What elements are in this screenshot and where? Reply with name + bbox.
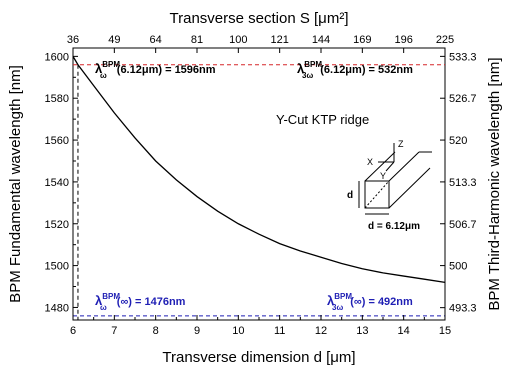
- x2-tick-label: 196: [394, 34, 412, 46]
- y-axis-title: BPM Fundamental wavelength [nm]: [7, 65, 24, 303]
- ridge-inset: [358, 143, 432, 215]
- y2-tick-label: 513.3: [449, 177, 477, 189]
- annotation-top-left: λBPM ω (6.12μm) = 1596nm: [95, 60, 216, 80]
- left-axis: 1480 1500 1520 1540 1560 1580 1600: [45, 51, 78, 314]
- inset-x-label: X: [367, 157, 373, 167]
- inset-y-label: Y: [380, 171, 386, 181]
- series-line-1: [72, 56, 446, 283]
- top-axis: 36 49 64 81 100 121 144 169 196 225: [67, 34, 454, 53]
- x-tick-label: 7: [111, 325, 117, 337]
- y-axis-arrow: [385, 161, 395, 172]
- x-tick-label: 13: [356, 325, 368, 337]
- ridge-edge-1: [364, 151, 396, 182]
- reference-lines: [73, 64, 445, 320]
- x-tick-label: 14: [398, 325, 410, 337]
- ridge-edge-3: [388, 167, 431, 209]
- y-tick-label: 1500: [45, 261, 69, 273]
- ridge-edge-2: [388, 151, 420, 182]
- right-axis: 493.3 500 506.7 513.3 520 526.7 533.3: [440, 51, 477, 315]
- x2-tick-label: 64: [150, 34, 162, 46]
- y-tick-label: 1560: [45, 135, 69, 147]
- x-tick-label: 11: [274, 325, 285, 337]
- y2-tick-label: 533.3: [449, 51, 477, 63]
- y2-tick-label: 520: [449, 135, 467, 147]
- series-layer: [72, 56, 446, 283]
- x2-tick-label: 36: [67, 34, 79, 46]
- x2-tick-label: 144: [312, 34, 330, 46]
- x-tick-label: 9: [194, 325, 200, 337]
- inset-d-value: d = 6.12μm: [368, 221, 420, 232]
- y2-tick-label: 506.7: [449, 219, 477, 231]
- y2-tick-label: 500: [449, 261, 467, 273]
- y-tick-label: 1580: [45, 93, 69, 105]
- x2-tick-label: 49: [108, 34, 120, 46]
- y-tick-label: 1520: [45, 219, 69, 231]
- x2-tick-label: 225: [436, 34, 454, 46]
- annotation-top-right: λBPM 3ω (6.12μm) = 532nm: [297, 60, 413, 80]
- x-axis-title: Transverse dimension d [μm]: [162, 349, 355, 366]
- y-tick-label: 1540: [45, 177, 69, 189]
- x-tick-label: 10: [232, 325, 244, 337]
- x-tick-label: 6: [70, 325, 76, 337]
- inset-z-label: Z: [398, 139, 404, 149]
- inset-d-label: d: [347, 190, 353, 201]
- x2-tick-label: 121: [270, 34, 288, 46]
- annotation-bottom-right: λBPM 3ω (∞) = 492nm: [327, 292, 413, 312]
- x2-tick-label: 169: [353, 34, 371, 46]
- x-tick-label: 8: [153, 325, 159, 337]
- bottom-axis: 6 7 8 9 10 11 12 13 14 15: [70, 315, 451, 337]
- y-tick-label: 1600: [45, 51, 69, 63]
- crystal-label: Y-Cut KTP ridge: [276, 112, 369, 127]
- x2-tick-label: 81: [191, 34, 203, 46]
- y2-tick-label: 526.7: [449, 93, 477, 105]
- y2-axis-title: BPM Third-Harmonic wavelength [nm]: [486, 57, 503, 310]
- x2-tick-label: 100: [229, 34, 247, 46]
- x2-axis-title: Transverse section S [μm²]: [170, 10, 349, 27]
- ridge-diagonal: [364, 180, 390, 209]
- y2-tick-label: 493.3: [449, 303, 477, 315]
- y-tick-label: 1480: [45, 302, 69, 314]
- x-tick-label: 12: [315, 325, 327, 337]
- x-tick-label: 15: [439, 325, 451, 337]
- annotation-bottom-left: λBPM ω (∞) = 1476nm: [95, 292, 186, 312]
